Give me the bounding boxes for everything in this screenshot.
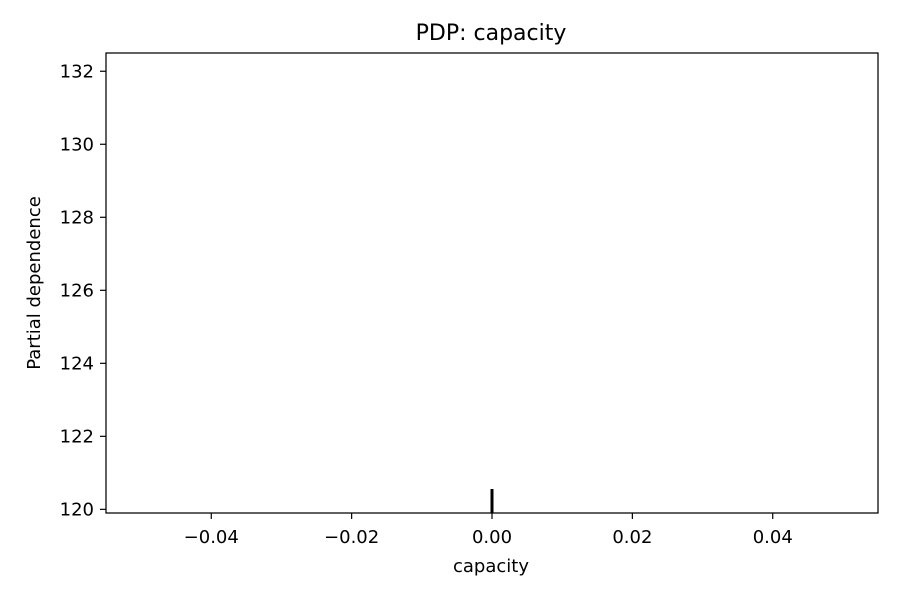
y-tick-label: 120: [60, 499, 94, 520]
y-tick-label: 128: [60, 207, 94, 228]
plot-area: [105, 52, 879, 514]
x-tick-label: −0.04: [184, 527, 239, 548]
y-tick-label: 126: [60, 280, 94, 301]
x-axis-label: capacity: [453, 556, 529, 577]
y-axis-ticks: 120 122 124 126 128 130 132: [60, 61, 106, 520]
y-axis-label: Partial dependence: [24, 196, 45, 370]
y-tick-label: 122: [60, 426, 94, 447]
y-tick-label: 124: [60, 353, 94, 374]
x-tick-label: −0.02: [324, 527, 379, 548]
x-tick-label: 0.02: [612, 527, 652, 548]
y-tick-label: 130: [60, 134, 94, 155]
y-tick-label: 132: [60, 61, 94, 82]
x-axis-ticks: −0.04 −0.02 0.00 0.02 0.04: [184, 513, 793, 548]
x-tick-label: 0.00: [472, 527, 512, 548]
x-tick-label: 0.04: [753, 527, 793, 548]
chart-title: PDP: capacity: [416, 21, 567, 46]
